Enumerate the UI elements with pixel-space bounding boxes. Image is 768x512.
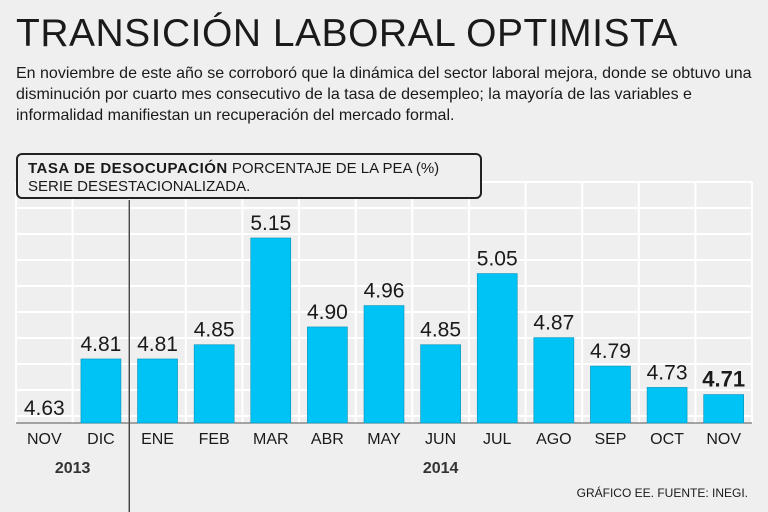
bar bbox=[363, 305, 405, 424]
bar bbox=[703, 394, 744, 424]
value-label: 4.81 bbox=[137, 333, 178, 356]
legend-box: TASA DE DESOCUPACIÓN PORCENTAJE DE LA PE… bbox=[16, 153, 482, 199]
legend-bold-label: TASA DE DESOCUPACIÓN bbox=[28, 160, 228, 177]
value-label: 4.96 bbox=[364, 280, 405, 303]
x-tick-label: SEP bbox=[594, 431, 626, 448]
value-label: 5.15 bbox=[250, 212, 291, 235]
bars bbox=[80, 237, 744, 424]
value-label: 4.85 bbox=[194, 319, 235, 342]
x-tick-label: JUL bbox=[483, 431, 512, 448]
value-label: 4.63 bbox=[24, 397, 65, 420]
x-tick-label: NOV bbox=[27, 431, 62, 448]
chart-subtitle: En noviembre de este año se corroboró qu… bbox=[16, 65, 752, 124]
value-label: 4.73 bbox=[647, 361, 688, 384]
chart-title: TRANSICIÓN LABORAL OPTIMISTA bbox=[16, 12, 678, 55]
year-labels: 2013 2014 bbox=[55, 460, 459, 477]
x-tick-label: OCT bbox=[650, 431, 684, 448]
x-tick-label: ABR bbox=[311, 431, 344, 448]
source-note: GRÁFICO EE. FUENTE: INEGI. bbox=[576, 486, 748, 500]
x-tick-label: NOV bbox=[706, 431, 741, 448]
bar bbox=[590, 365, 631, 424]
year-label: 2013 bbox=[55, 460, 91, 477]
x-tick-label: MAR bbox=[253, 431, 289, 448]
x-tick-label: JUN bbox=[425, 431, 456, 448]
value-label: 4.81 bbox=[80, 333, 121, 356]
x-tick-label: AGO bbox=[536, 431, 572, 448]
value-labels: 4.63 4.81 4.81 4.85 5.15 4.90 4.96 4.85 5.05 4.87… bbox=[24, 212, 745, 420]
x-tick-labels: NOV DIC ENE FEB MAR ABR MAY JUN JUL AGO SEP OCT NOV bbox=[27, 431, 741, 448]
value-label: 4.85 bbox=[420, 319, 461, 342]
x-tick-label: DIC bbox=[87, 431, 115, 448]
bar bbox=[80, 358, 122, 424]
value-label: 5.05 bbox=[477, 248, 518, 271]
x-tick-label: ENE bbox=[141, 431, 174, 448]
bar bbox=[193, 344, 235, 424]
legend-line2: SERIE DESESTACIONALIZADA. bbox=[28, 178, 251, 195]
bar bbox=[420, 344, 461, 424]
x-tick-label: MAY bbox=[367, 431, 401, 448]
value-label: 4.71 bbox=[702, 367, 745, 392]
bar bbox=[307, 326, 348, 424]
value-label: 4.90 bbox=[307, 301, 348, 324]
bar bbox=[250, 237, 292, 424]
year-label: 2014 bbox=[423, 460, 459, 477]
bar bbox=[646, 387, 688, 424]
x-tick-label: FEB bbox=[199, 431, 230, 448]
bar bbox=[137, 358, 178, 424]
value-label: 4.79 bbox=[590, 340, 631, 363]
bar bbox=[533, 337, 575, 424]
bar bbox=[476, 273, 518, 424]
value-label: 4.87 bbox=[533, 312, 574, 335]
legend-label: PORCENTAJE DE LA PEA (%) bbox=[227, 160, 440, 177]
